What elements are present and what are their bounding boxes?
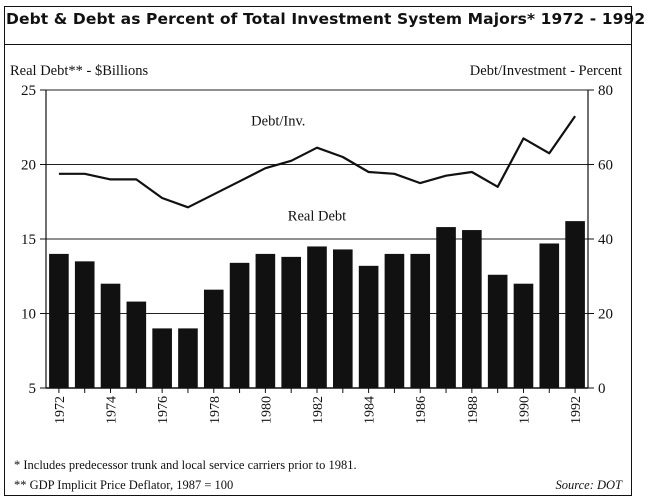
title-divider — [4, 44, 632, 45]
bar-1990 — [513, 283, 534, 388]
bar-1986 — [410, 253, 431, 388]
bar-1984 — [358, 265, 379, 388]
left-tick-label-5: 5 — [29, 381, 37, 397]
left-tick-label-25: 25 — [21, 83, 36, 99]
series-label-debt-inv: Debt/Inv. — [251, 114, 305, 130]
debt-inv-line — [58, 115, 577, 209]
bar-1987 — [436, 227, 456, 388]
x-tick-label-1974: 1974 — [105, 396, 120, 424]
right-tick-label-60: 60 — [598, 158, 613, 174]
left-tick-label-10: 10 — [21, 307, 36, 323]
bar-1982 — [307, 246, 327, 388]
right-tick-label-80: 80 — [598, 83, 613, 99]
right-tick-label-40: 40 — [598, 232, 613, 248]
bar-1973 — [74, 261, 95, 388]
left-axis-title: Real Debt** - $Billions — [10, 63, 149, 79]
footnote-predecessor-carriers: * Includes predecessor trunk and local s… — [14, 458, 357, 472]
bar-1988 — [462, 230, 482, 388]
x-tick-label-1978: 1978 — [208, 396, 223, 424]
bar-1983 — [333, 249, 353, 388]
left-tick-label-15: 15 — [21, 232, 36, 248]
bar-1985 — [384, 253, 405, 388]
bar-1979 — [229, 262, 250, 388]
chart-frame — [4, 6, 632, 496]
x-tick-label-1992: 1992 — [569, 396, 584, 424]
series-labels: Debt/Inv. Real Debt — [251, 114, 346, 225]
x-tick-label-1972: 1972 — [53, 396, 68, 424]
bar-1980 — [255, 253, 276, 388]
bar-1977 — [178, 328, 198, 388]
bar-1991 — [539, 243, 560, 388]
series-label-real-debt: Real Debt — [288, 209, 346, 225]
right-tick-label-20: 20 — [598, 307, 613, 323]
x-tick-label-1982: 1982 — [311, 396, 326, 424]
right-axis-title: Debt/Investment - Percent — [469, 63, 622, 79]
real-debt-bars — [49, 221, 585, 388]
chart-title: Debt & Debt as Percent of Total Investme… — [6, 10, 646, 28]
debt-inv-line-group — [58, 115, 577, 209]
axes: 5 10 15 20 25 0 20 40 60 80 1972 1974 1976 1978 1980 19… — [21, 83, 613, 424]
bar-1989 — [487, 274, 508, 388]
left-tick-label-20: 20 — [21, 158, 36, 174]
bar-1976 — [152, 328, 172, 388]
right-tick-label-0: 0 — [598, 381, 606, 397]
bar-1975 — [126, 301, 147, 388]
bar-1978 — [203, 289, 224, 388]
bar-1974 — [100, 283, 121, 388]
footnote-deflator: ** GDP Implicit Price Deflator, 1987 = 1… — [14, 478, 234, 492]
source-note: Source: DOT — [555, 478, 622, 492]
x-tick-label-1984: 1984 — [363, 396, 378, 424]
x-tick-label-1980: 1980 — [259, 396, 274, 424]
x-tick-label-1986: 1986 — [414, 396, 429, 424]
x-tick-label-1990: 1990 — [517, 396, 532, 424]
bar-1972 — [49, 253, 69, 388]
x-tick-label-1976: 1976 — [156, 396, 171, 424]
bar-1981 — [281, 256, 301, 388]
bar-1992 — [565, 221, 585, 388]
x-tick-label-1988: 1988 — [466, 396, 481, 424]
